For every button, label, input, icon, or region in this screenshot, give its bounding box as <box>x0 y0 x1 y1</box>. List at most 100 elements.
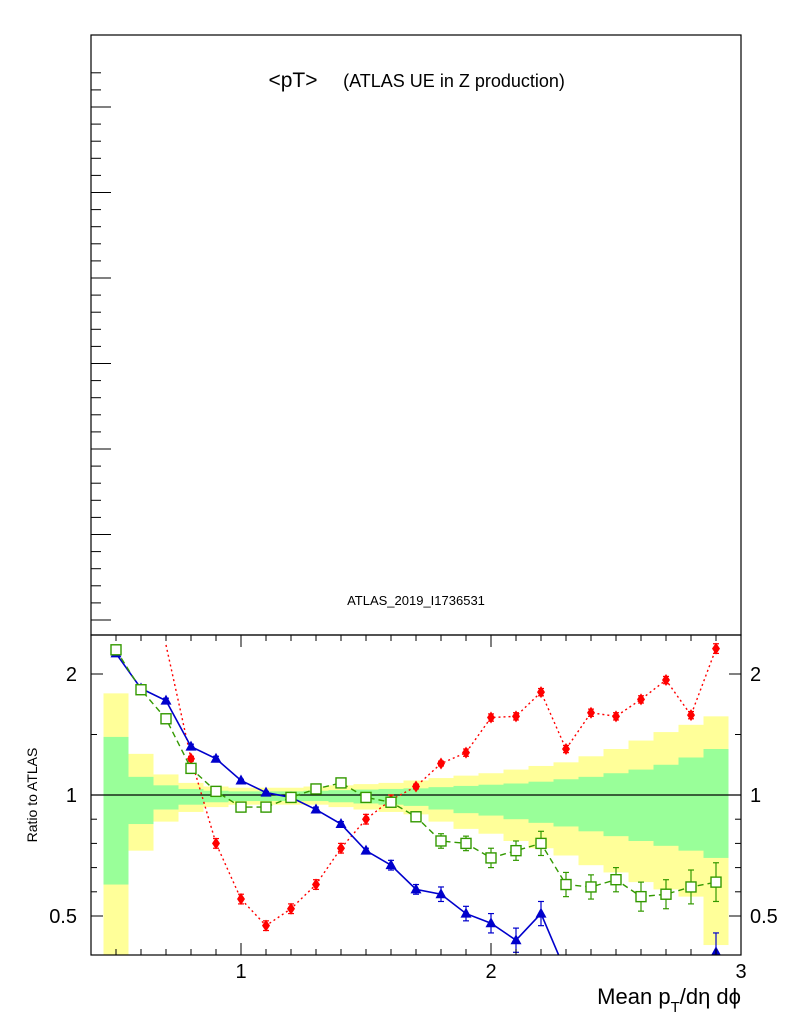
diamond-point <box>312 878 320 891</box>
diamond-series-line <box>190 648 717 927</box>
open-square-point <box>310 783 322 795</box>
triangle-point <box>510 934 522 945</box>
triangle-point <box>485 917 497 928</box>
open-square-point <box>585 881 597 893</box>
inner-band-bin <box>678 757 704 851</box>
x-axis-title-main: Mean p <box>597 984 670 1009</box>
diamond-point <box>537 686 545 699</box>
inner-band-bin <box>428 787 454 810</box>
triangle-series-tail-line <box>540 913 560 955</box>
x-tick-label: 3 <box>735 961 746 983</box>
open-square-point <box>260 801 272 813</box>
x-axis-title-tail: /dη dϕ <box>680 984 741 1009</box>
triangle-point <box>385 859 397 870</box>
open-square-point <box>285 791 297 804</box>
open-square-point <box>510 844 522 857</box>
inner-band-bin <box>578 776 604 832</box>
open-square-point <box>635 890 647 903</box>
inner-band-bin <box>128 776 154 825</box>
y-axis-label: Ratio to ATLAS <box>24 748 40 843</box>
title-main: <pT> <box>268 69 317 92</box>
diamond-point <box>637 693 645 706</box>
open-square-point <box>160 713 172 725</box>
open-square-point <box>185 762 197 775</box>
x-axis-title: Mean pT/dη dϕ <box>597 984 741 1016</box>
title-subtitle: (ATLAS UE in Z production) <box>343 71 565 91</box>
analysis-label: ATLAS_2019_I1736531 <box>347 593 485 608</box>
inner-band-bin <box>453 785 479 814</box>
diamond-point <box>612 710 620 723</box>
inner-band-bin <box>103 736 129 885</box>
x-tick-label: 1 <box>235 961 246 983</box>
diamond-point <box>437 757 445 770</box>
diamond-point <box>187 752 195 765</box>
triangle-point <box>260 786 272 797</box>
open-square-point <box>560 878 572 891</box>
open-square-point <box>410 811 422 823</box>
inner-band-bin <box>603 773 629 837</box>
inner-band-bin <box>628 769 654 841</box>
inner-band-bin <box>528 781 554 823</box>
diamond-point <box>712 642 720 655</box>
diamond-point <box>412 780 420 793</box>
inner-band-bin <box>228 791 254 802</box>
diamond-point <box>337 842 345 855</box>
triangle-point <box>535 907 547 918</box>
open-square-point <box>535 837 547 850</box>
ratio-panel-ticks: 1 2 3 0.5 0.5 1 1 2 2 <box>49 635 778 983</box>
y-tick-label-left: 1 <box>66 785 77 807</box>
open-square-point <box>685 881 697 893</box>
diamond-point <box>587 706 595 719</box>
inner-band-bin <box>703 749 729 858</box>
open-square-point <box>460 837 472 850</box>
open-square-point <box>385 796 397 808</box>
inner-band-bin <box>153 785 179 810</box>
diamond-point <box>462 746 470 759</box>
x-tick-label: 2 <box>485 961 496 983</box>
diamond-point <box>212 837 220 850</box>
triangle-point <box>360 844 372 855</box>
inner-band-bin <box>178 788 204 805</box>
triangle-point <box>435 888 447 899</box>
diamond-point <box>687 709 695 722</box>
open-square-point <box>360 791 372 804</box>
x-axis-title-subscript: T <box>671 999 680 1016</box>
diamond-point <box>362 813 370 826</box>
svg-text:Mean pT/dη dϕ: Mean pT/dη dϕ <box>597 984 741 1016</box>
diamond-point <box>262 919 270 932</box>
diamond-point <box>287 902 295 915</box>
diamond-point <box>662 674 670 687</box>
y-tick-label-left: 2 <box>66 664 77 686</box>
inner-band-bin <box>653 764 679 846</box>
inner-band-bin <box>553 779 579 827</box>
diamond-point <box>237 893 245 906</box>
ratio-series-group <box>110 642 722 955</box>
inner-band-bin <box>303 790 329 802</box>
triangle-point <box>310 803 322 814</box>
triangle-point <box>235 774 247 785</box>
open-square-point <box>485 852 497 864</box>
uncertainty-bands <box>103 693 729 955</box>
y-tick-label-right: 2 <box>750 664 761 686</box>
triangle-point <box>160 694 172 705</box>
main-panel-frame <box>90 34 742 636</box>
y-tick-label-right: 0.5 <box>750 906 778 928</box>
inner-band-bin <box>478 784 504 816</box>
open-square-point <box>235 801 247 813</box>
diamond-point <box>512 710 520 723</box>
diamond-point <box>487 711 495 724</box>
y-tick-label-right: 1 <box>750 785 761 807</box>
open-square-point <box>135 684 147 696</box>
main-panel-y-ticks <box>91 72 111 621</box>
triangle-point <box>210 752 222 763</box>
open-square-point <box>660 888 672 900</box>
diamond-point <box>562 743 570 756</box>
inner-band-bin <box>328 790 354 803</box>
open-square-point <box>210 785 222 798</box>
open-square-point <box>710 876 722 888</box>
triangle-point <box>185 740 197 751</box>
open-square-point <box>435 835 447 847</box>
triangle-point <box>410 883 422 894</box>
triangle-point <box>460 907 472 918</box>
